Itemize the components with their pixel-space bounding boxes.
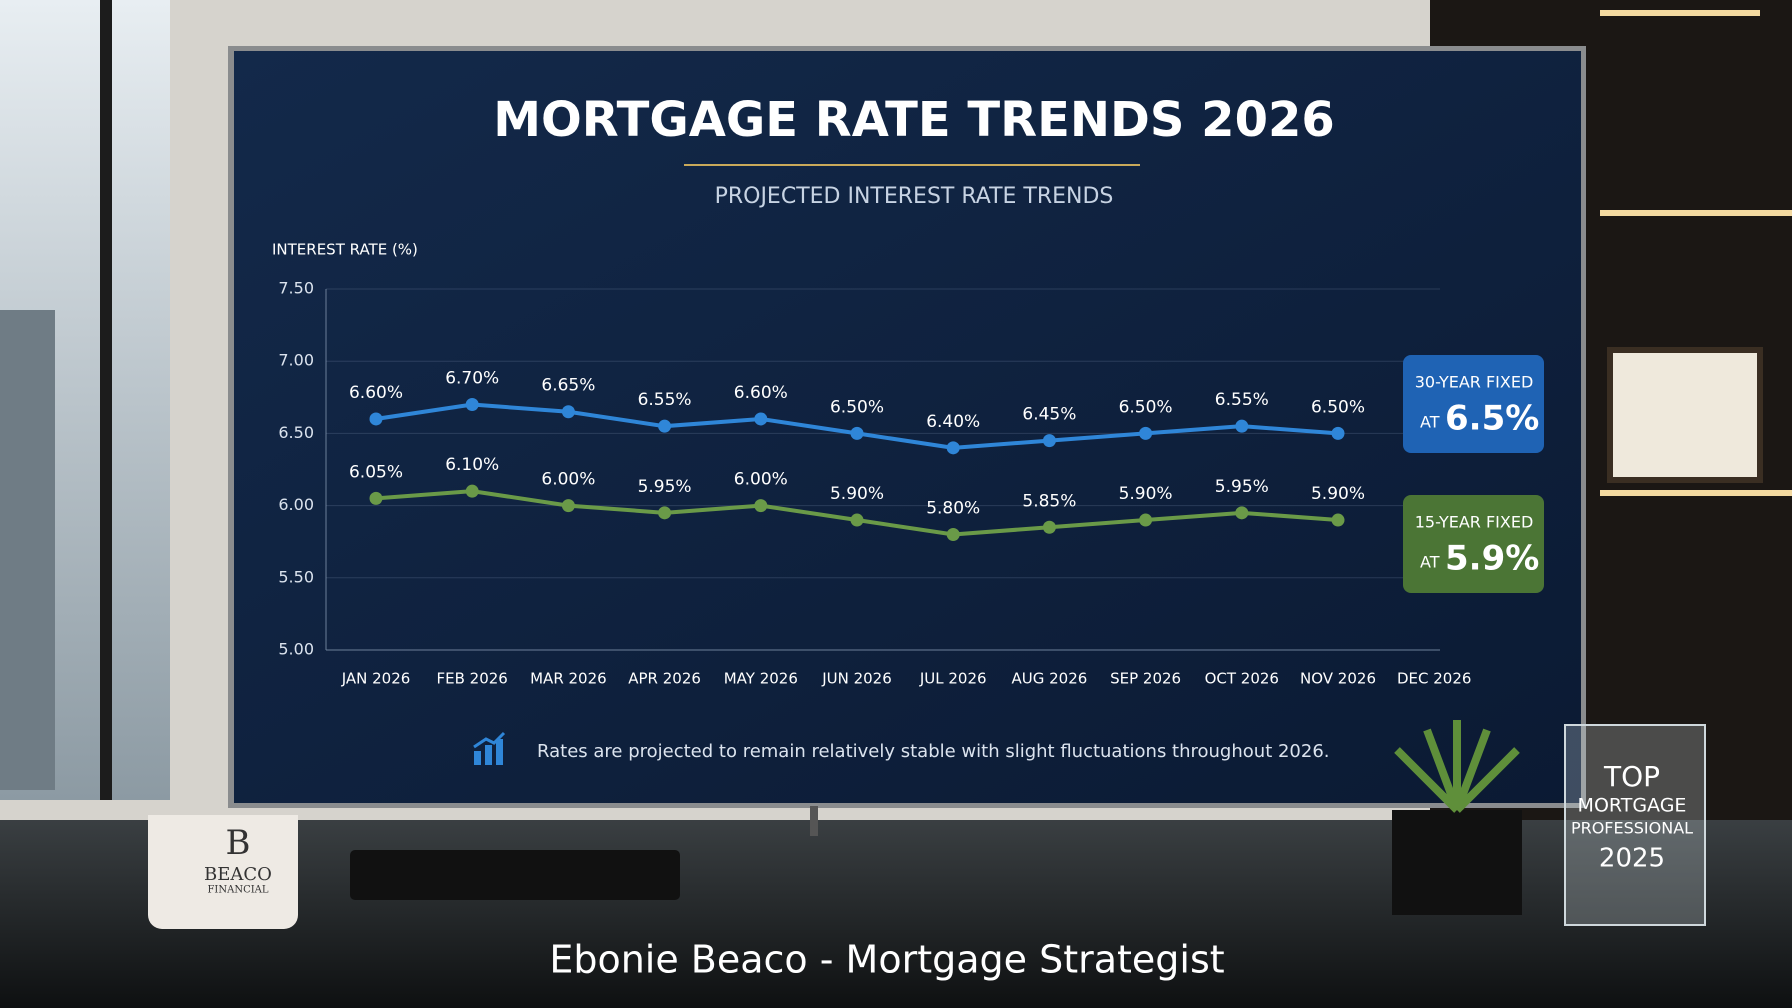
award-line: 2025 xyxy=(1599,844,1665,874)
data-label: 6.65% xyxy=(541,376,595,396)
data-label: 6.00% xyxy=(541,470,595,490)
mug-logo: B xyxy=(226,823,251,863)
building xyxy=(0,310,55,790)
shelf-light xyxy=(1600,490,1792,496)
data-label: 6.50% xyxy=(830,397,884,417)
data-point xyxy=(946,527,960,541)
data-point xyxy=(754,412,768,426)
x-tick-label: DEC 2026 xyxy=(1397,670,1471,688)
data-label: 5.90% xyxy=(1119,484,1173,504)
data-label: 6.45% xyxy=(1022,405,1076,425)
data-label: 5.95% xyxy=(1215,477,1269,497)
caption: Ebonie Beaco - Mortgage Strategist xyxy=(549,938,1224,982)
x-tick-label: OCT 2026 xyxy=(1205,670,1279,688)
y-tick-label: 7.00 xyxy=(278,351,314,370)
data-point xyxy=(465,484,479,498)
data-label: 6.00% xyxy=(734,470,788,490)
data-label: 5.90% xyxy=(830,484,884,504)
y-axis-label: INTEREST RATE (%) xyxy=(272,241,418,259)
data-label: 6.60% xyxy=(734,383,788,403)
data-point xyxy=(658,506,672,520)
x-tick-label: APR 2026 xyxy=(628,670,701,688)
data-label: 6.70% xyxy=(445,369,499,389)
shelf-light xyxy=(1600,210,1792,216)
data-point xyxy=(1235,506,1249,520)
data-point xyxy=(1139,426,1153,440)
plant xyxy=(1394,720,1520,813)
data-point xyxy=(561,499,575,513)
legend-name: 30-YEAR FIXED xyxy=(1415,373,1534,392)
data-point xyxy=(1331,426,1345,440)
chart-title: MORTGAGE RATE TRENDS 2026 xyxy=(493,92,1335,148)
award-line: TOP xyxy=(1603,760,1660,793)
data-label: 6.10% xyxy=(445,455,499,475)
chart-subtitle: PROJECTED INTEREST RATE TRENDS xyxy=(715,184,1114,209)
data-point xyxy=(1139,513,1153,527)
data-label: 6.55% xyxy=(1215,390,1269,410)
legend-value: 6.5% xyxy=(1445,399,1539,439)
x-tick-label: JUN 2026 xyxy=(821,670,892,688)
data-label: 5.85% xyxy=(1022,491,1076,511)
data-label: 6.50% xyxy=(1311,397,1365,417)
x-tick-label: JUL 2026 xyxy=(919,670,987,688)
x-tick-label: NOV 2026 xyxy=(1300,670,1376,688)
data-point xyxy=(369,412,383,426)
data-point xyxy=(465,398,479,412)
data-point xyxy=(1331,513,1345,527)
data-point xyxy=(754,499,768,513)
data-label: 5.90% xyxy=(1311,484,1365,504)
data-label: 6.40% xyxy=(926,412,980,432)
data-point xyxy=(369,491,383,505)
data-label: 5.95% xyxy=(638,477,692,497)
mug-brand: BEACO xyxy=(204,864,272,885)
data-point xyxy=(658,419,672,433)
y-tick-label: 5.00 xyxy=(278,640,314,659)
legend-badge xyxy=(1403,355,1544,453)
tv-screen xyxy=(234,51,1581,803)
award xyxy=(1564,724,1706,926)
data-label: 6.60% xyxy=(349,383,403,403)
y-tick-label: 5.50 xyxy=(278,567,314,586)
x-tick-label: JAN 2026 xyxy=(341,670,411,688)
legend-prefix: AT xyxy=(1420,553,1440,572)
mug-sub: FINANCIAL xyxy=(207,885,268,896)
chart-note: Rates are projected to remain relatively… xyxy=(537,741,1330,762)
data-point xyxy=(850,426,864,440)
award-line: PROFESSIONAL xyxy=(1571,819,1693,838)
plant-pot xyxy=(1392,810,1522,915)
y-tick-label: 6.50 xyxy=(278,423,314,442)
data-label: 6.50% xyxy=(1119,397,1173,417)
notebook xyxy=(350,850,680,900)
y-tick-label: 6.00 xyxy=(278,495,314,514)
award-line: MORTGAGE xyxy=(1578,795,1687,817)
tv-stand xyxy=(810,806,818,836)
data-point xyxy=(1235,419,1249,433)
data-point xyxy=(850,513,864,527)
data-label: 6.55% xyxy=(638,390,692,410)
x-tick-label: MAY 2026 xyxy=(724,670,798,688)
data-point xyxy=(561,405,575,419)
window-frame xyxy=(100,0,112,800)
shelf-light xyxy=(1600,10,1760,16)
certificate xyxy=(1607,347,1763,483)
legend-name: 15-YEAR FIXED xyxy=(1415,513,1534,532)
mug xyxy=(148,815,298,929)
x-tick-label: MAR 2026 xyxy=(530,670,607,688)
data-label: 5.80% xyxy=(926,498,980,518)
y-tick-label: 7.50 xyxy=(278,279,314,298)
x-tick-label: AUG 2026 xyxy=(1011,670,1087,688)
legend-badge xyxy=(1403,495,1544,593)
legend-prefix: AT xyxy=(1420,413,1440,432)
note-icon xyxy=(473,731,506,765)
x-tick-label: FEB 2026 xyxy=(437,670,508,688)
data-label: 6.05% xyxy=(349,462,403,482)
data-point xyxy=(1042,434,1056,448)
legend-value: 5.9% xyxy=(1445,539,1539,579)
x-tick-label: SEP 2026 xyxy=(1110,670,1181,688)
data-point xyxy=(1042,520,1056,534)
data-point xyxy=(946,441,960,455)
